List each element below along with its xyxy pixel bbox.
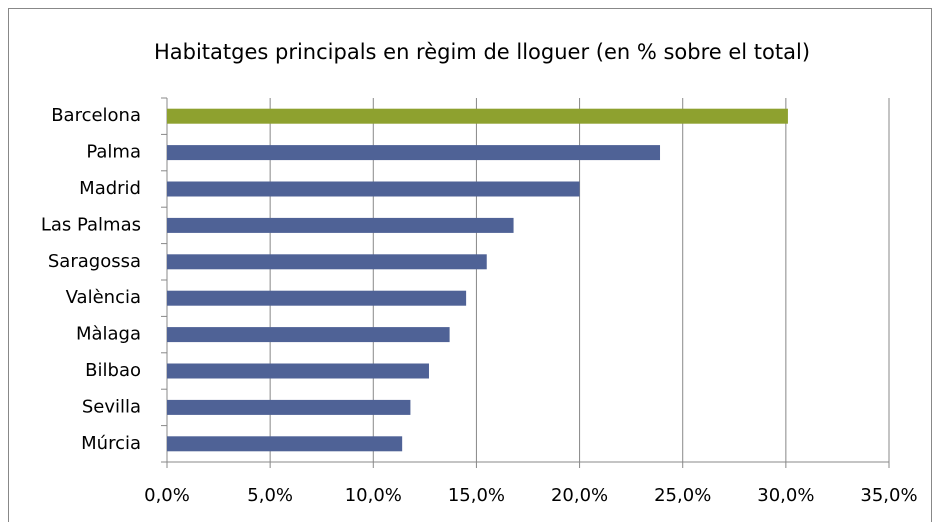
x-tick-label: 0,0%	[144, 485, 190, 506]
bar	[167, 436, 403, 452]
bar	[167, 108, 788, 124]
x-tick-label: 5,0%	[247, 485, 293, 506]
x-tick-label: 20,0%	[551, 485, 608, 506]
x-tick-label: 35,0%	[860, 485, 917, 506]
bar	[167, 290, 467, 306]
y-tick-label: Barcelona	[51, 105, 141, 126]
bar	[167, 181, 580, 197]
bar	[167, 254, 487, 270]
x-tick-label: 15,0%	[448, 485, 505, 506]
x-tick-label: 30,0%	[757, 485, 814, 506]
y-tick-label: Sevilla	[82, 396, 141, 417]
bar	[167, 217, 514, 233]
bar	[167, 399, 411, 415]
x-tick-label: 10,0%	[345, 485, 402, 506]
bar	[167, 327, 450, 343]
y-tick-label: Múrcia	[81, 433, 141, 454]
y-tick-label: Palma	[86, 142, 141, 163]
y-tick-label: Màlaga	[76, 324, 141, 345]
x-tick-label: 25,0%	[654, 485, 711, 506]
y-tick-label: València	[66, 287, 141, 308]
y-tick-label: Bilbao	[85, 360, 141, 381]
chart-title: Habitatges principals en règim de llogue…	[154, 40, 810, 64]
bar	[167, 145, 661, 161]
y-tick-label: Las Palmas	[41, 214, 141, 235]
bar	[167, 363, 429, 379]
y-tick-label: Saragossa	[48, 251, 141, 272]
y-tick-label: Madrid	[79, 178, 141, 199]
